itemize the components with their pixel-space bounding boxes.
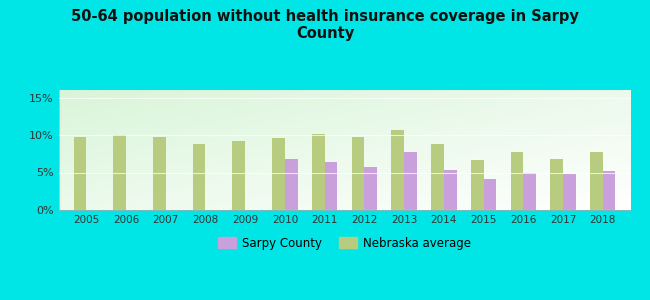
Bar [113, 135, 126, 210]
Bar [563, 174, 576, 210]
Bar [484, 178, 496, 210]
Bar [603, 171, 616, 210]
Bar [193, 144, 205, 210]
Bar [352, 137, 365, 210]
Bar [404, 152, 417, 210]
Bar [73, 137, 86, 210]
Bar [391, 130, 404, 210]
Bar [272, 138, 285, 210]
Legend: Sarpy County, Nebraska average: Sarpy County, Nebraska average [213, 232, 476, 254]
Bar [551, 159, 563, 210]
Bar [285, 159, 298, 210]
Bar [510, 152, 523, 210]
Bar [471, 160, 484, 210]
Bar [523, 172, 536, 210]
Bar [590, 152, 603, 210]
Bar [153, 137, 166, 210]
Text: 50-64 population without health insurance coverage in Sarpy
County: 50-64 population without health insuranc… [71, 9, 579, 41]
Bar [431, 144, 444, 210]
Bar [365, 167, 377, 210]
Bar [312, 134, 324, 210]
Bar [324, 162, 337, 210]
Bar [444, 169, 456, 210]
Bar [233, 141, 245, 210]
